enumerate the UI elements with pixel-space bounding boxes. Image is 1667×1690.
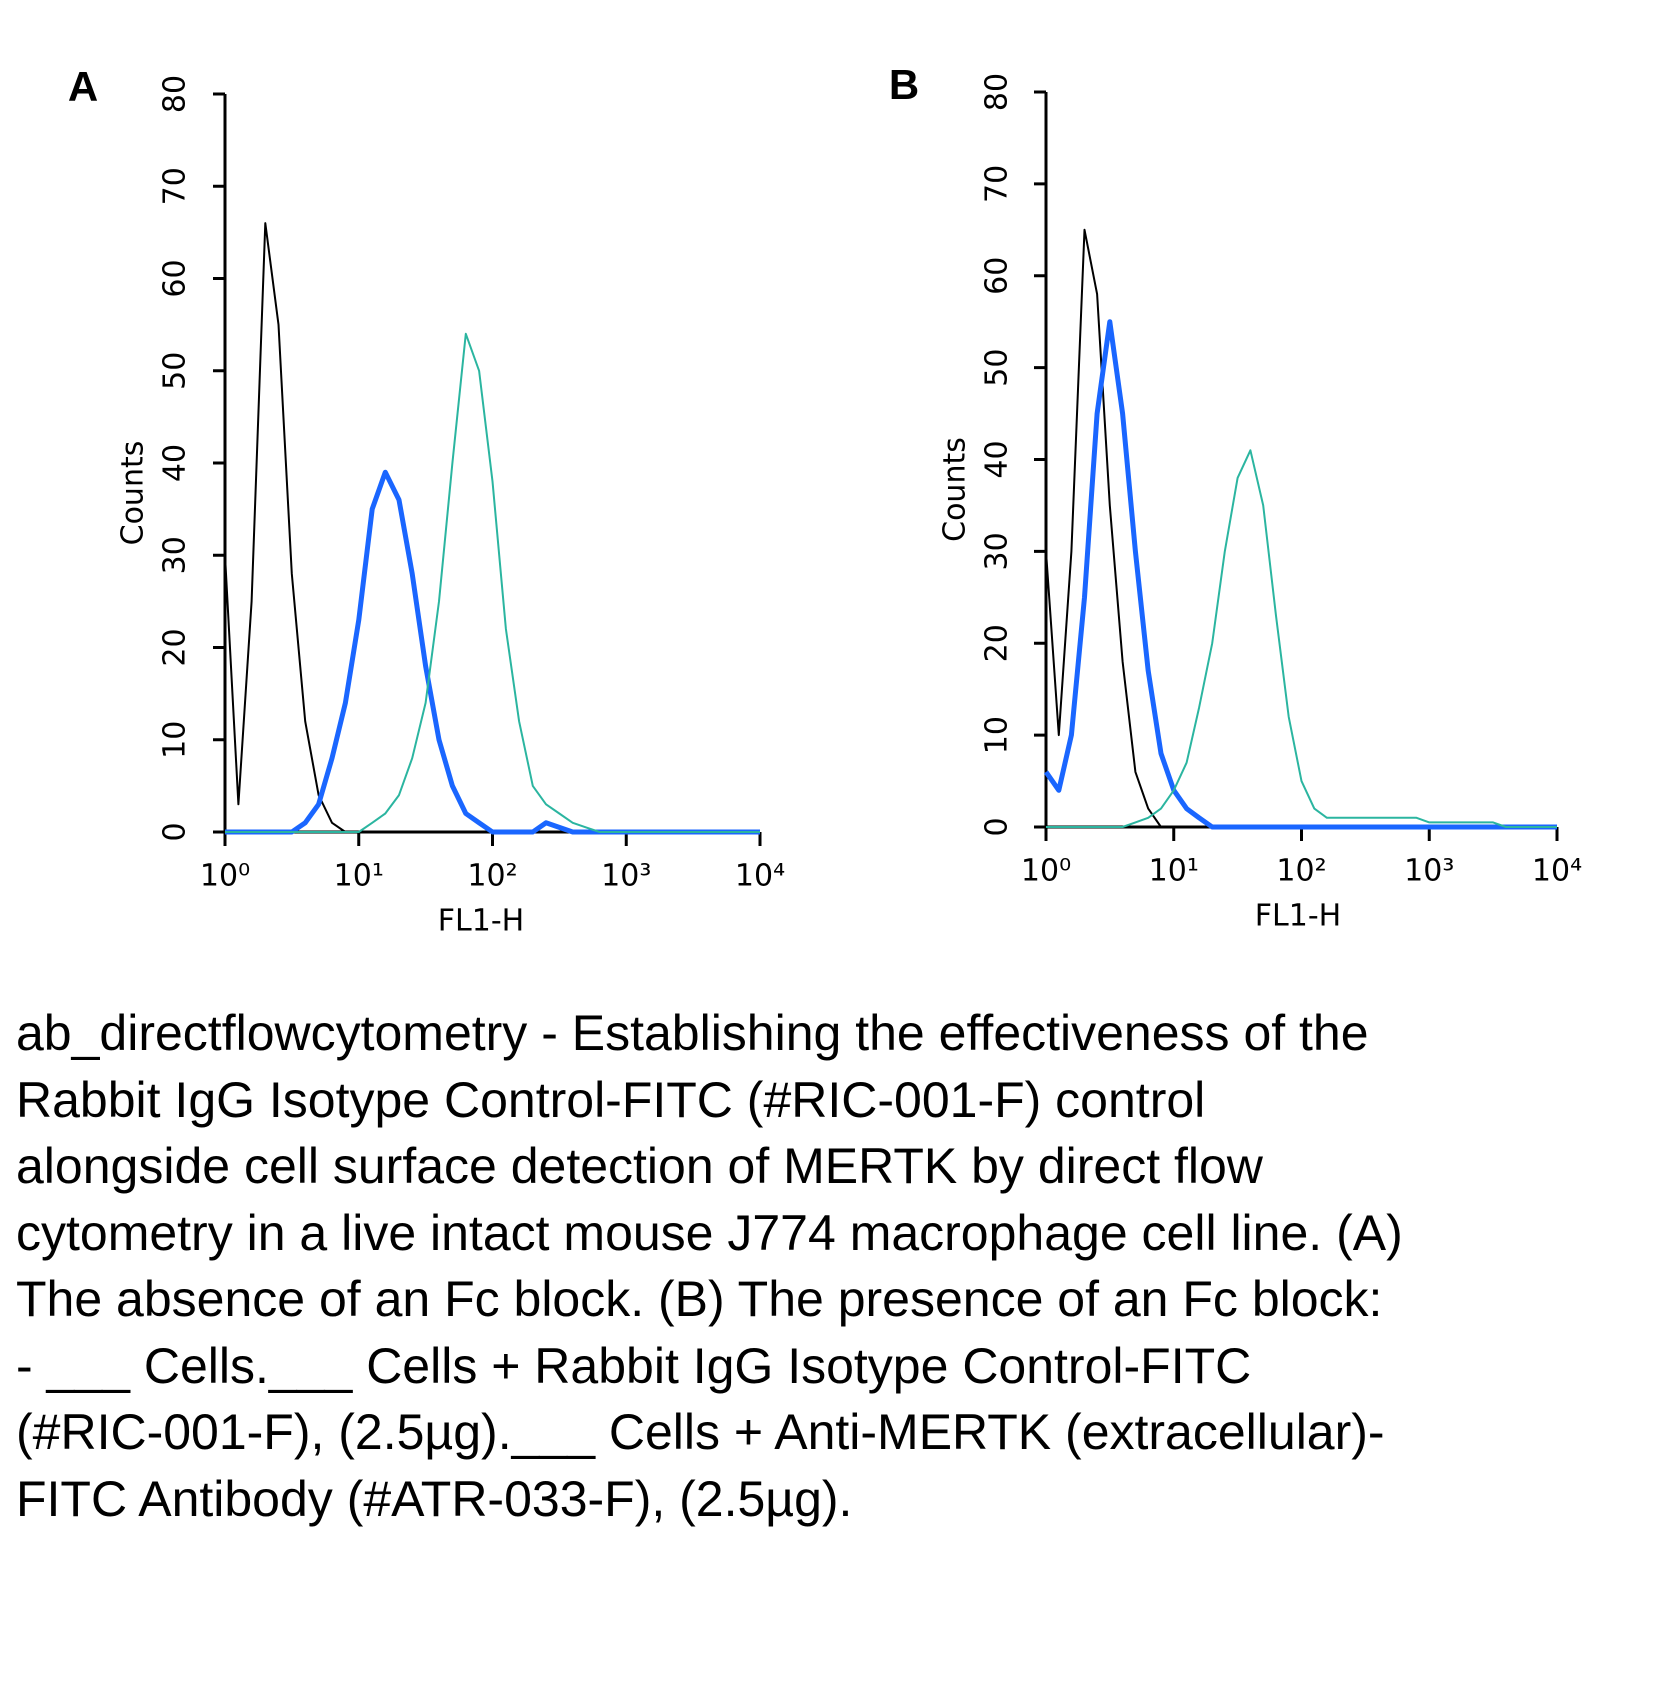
y-tick-label: 30 xyxy=(158,536,193,574)
y-tick-label: 10 xyxy=(980,716,1015,754)
caption: ab_directflowcytometry - Establishing th… xyxy=(16,1005,1403,1527)
y-tick-label: 10 xyxy=(158,721,193,759)
y-tick-label: 40 xyxy=(980,440,1015,478)
y-tick-label: 60 xyxy=(980,257,1015,295)
x-tick-label: 10² xyxy=(1276,854,1326,889)
histogram-line xyxy=(1043,319,1557,830)
histogram-line xyxy=(1046,449,1557,828)
y-tick-label: 20 xyxy=(158,628,193,666)
panel-label: A xyxy=(68,63,98,110)
x-tick-label: 10¹ xyxy=(334,859,384,894)
x-tick-label: 10⁰ xyxy=(1021,854,1071,889)
y-tick-label: 0 xyxy=(158,822,193,841)
y-tick-label: 30 xyxy=(980,532,1015,570)
histogram-line xyxy=(225,469,760,835)
histogram-line xyxy=(224,222,760,833)
x-tick-label: 10³ xyxy=(601,859,651,894)
x-tick-label: 10⁴ xyxy=(1532,854,1582,889)
y-axis-label: Counts xyxy=(116,441,151,546)
x-tick-label: 10⁴ xyxy=(735,859,785,894)
x-tick-label: 10² xyxy=(467,859,517,894)
y-tick-label: 80 xyxy=(158,75,193,113)
x-axis-label: FL1-H xyxy=(438,904,524,939)
x-tick-label: 10⁰ xyxy=(200,859,250,894)
x-axis-label: FL1-H xyxy=(1255,899,1341,934)
y-tick-label: 70 xyxy=(980,165,1015,203)
panel-label: B xyxy=(889,61,919,108)
x-tick-label: 10³ xyxy=(1404,854,1454,889)
histogram-line xyxy=(225,332,760,833)
y-tick-label: 70 xyxy=(158,167,193,205)
y-tick-label: 50 xyxy=(980,349,1015,387)
figure: A Counts FL1-H 0 10 20 30 40 50 60 70 80 10⁰ 10¹ 10² 10… xyxy=(68,61,1582,939)
y-tick-label: 50 xyxy=(158,352,193,390)
y-axis-label: Counts xyxy=(938,437,973,542)
x-tick-label: 10¹ xyxy=(1149,854,1199,889)
histogram-line xyxy=(1045,228,1557,828)
y-tick-label: 40 xyxy=(158,444,193,482)
y-tick-label: 80 xyxy=(980,73,1015,111)
y-tick-label: 20 xyxy=(980,624,1015,662)
y-tick-label: 0 xyxy=(980,817,1015,836)
y-tick-label: 60 xyxy=(158,259,193,297)
